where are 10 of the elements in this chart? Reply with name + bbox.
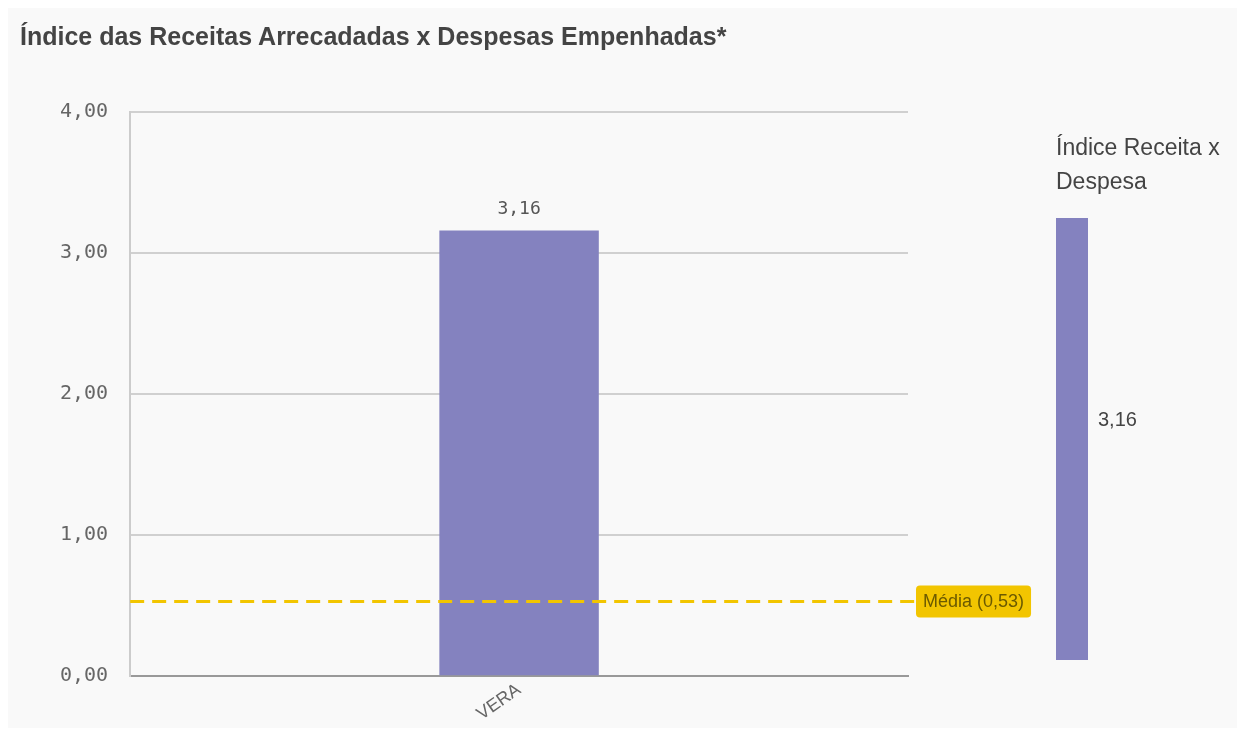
- y-tick-label: 4,00: [59, 98, 109, 123]
- chart-title: Índice das Receitas Arrecadadas x Despesas Empenhadas*: [20, 22, 727, 51]
- y-tick-label: 3,00: [59, 239, 109, 264]
- data-label: 3,16: [497, 197, 541, 219]
- y-tick-label: 0,00: [59, 662, 109, 687]
- y-tick-label: 2,00: [59, 380, 109, 405]
- legend-title: Índice Receita x Despesa: [1056, 133, 1221, 196]
- text: 3,16: [1098, 407, 1137, 431]
- ref-line-label: Média (0,53): [923, 591, 1025, 612]
- y-tick-label: 1,00: [59, 521, 109, 546]
